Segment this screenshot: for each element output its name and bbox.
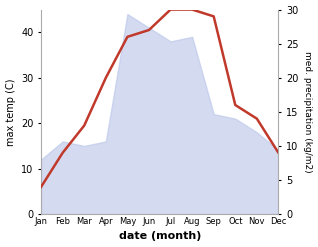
Y-axis label: max temp (C): max temp (C) — [5, 78, 16, 145]
Y-axis label: med. precipitation (kg/m2): med. precipitation (kg/m2) — [303, 51, 313, 173]
X-axis label: date (month): date (month) — [119, 231, 201, 242]
